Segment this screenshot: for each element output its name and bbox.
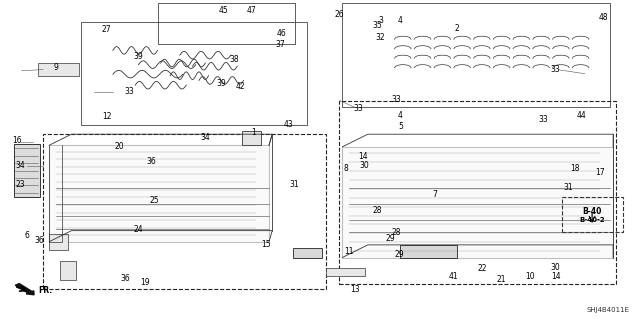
Text: 1: 1 [251, 128, 255, 137]
Text: 42: 42 [236, 82, 245, 91]
Text: 44: 44 [577, 111, 586, 120]
Text: 8: 8 [343, 165, 348, 174]
Text: 7: 7 [432, 190, 437, 199]
Text: 14: 14 [551, 272, 561, 281]
Bar [342, 3, 610, 107]
Text: 30: 30 [551, 263, 561, 271]
Text: 34: 34 [15, 161, 26, 170]
Text: 34: 34 [200, 133, 210, 142]
Text: 19: 19 [140, 278, 150, 287]
Text: 15: 15 [261, 241, 271, 249]
Text: 29: 29 [385, 234, 395, 243]
Text: 31: 31 [290, 180, 300, 189]
Text: 20: 20 [115, 142, 124, 151]
Text: B-40-2: B-40-2 [579, 217, 605, 223]
Text: 28: 28 [372, 206, 382, 215]
Text: 45: 45 [218, 6, 228, 15]
Text: 27: 27 [102, 25, 111, 34]
Text: 33: 33 [538, 115, 548, 124]
Text: 43: 43 [284, 120, 293, 129]
Text: 2: 2 [454, 24, 460, 33]
Text: 6: 6 [24, 231, 29, 240]
Text: 30: 30 [360, 161, 369, 170]
Bar [243, 131, 261, 145]
Text: 10: 10 [525, 272, 535, 281]
Text: 39: 39 [216, 79, 226, 88]
Bar [399, 245, 457, 257]
Text: 11: 11 [344, 247, 353, 256]
Bar [60, 261, 76, 280]
Text: 4: 4 [397, 111, 402, 120]
Bar [49, 234, 68, 250]
Bar [342, 147, 613, 257]
Text: 29: 29 [395, 250, 404, 259]
Text: 28: 28 [392, 228, 401, 237]
Text: 13: 13 [350, 285, 360, 294]
Text: 9: 9 [53, 63, 58, 72]
Text: 22: 22 [477, 264, 487, 273]
Text: 33: 33 [353, 104, 363, 113]
Bar [43, 134, 326, 289]
Text: 17: 17 [596, 168, 605, 177]
Text: 3: 3 [378, 16, 383, 25]
Text: 16: 16 [13, 136, 22, 145]
Text: FR.: FR. [38, 286, 52, 295]
Text: 26: 26 [334, 10, 344, 19]
Bar [14, 144, 40, 197]
Text: 35: 35 [372, 21, 382, 30]
Bar [562, 197, 623, 232]
Text: 48: 48 [599, 13, 609, 22]
Text: 31: 31 [564, 183, 573, 192]
Text: 36: 36 [35, 236, 45, 245]
FancyArrow shape [15, 284, 34, 295]
Bar [81, 22, 307, 125]
Text: 21: 21 [497, 275, 506, 284]
Text: 36: 36 [121, 274, 131, 283]
Text: 24: 24 [134, 225, 143, 234]
Text: 37: 37 [276, 40, 285, 48]
Text: 32: 32 [376, 33, 385, 42]
Text: 12: 12 [102, 112, 111, 121]
Text: 36: 36 [147, 157, 156, 166]
Bar [326, 268, 365, 276]
Text: 33: 33 [124, 87, 134, 96]
Bar [339, 101, 616, 285]
Text: 23: 23 [16, 180, 26, 189]
Text: 14: 14 [358, 152, 368, 161]
Text: SHJ4B4011E: SHJ4B4011E [586, 307, 629, 313]
Text: 18: 18 [570, 165, 580, 174]
Bar [293, 248, 321, 257]
Bar [157, 3, 294, 44]
Text: B-40: B-40 [582, 207, 602, 216]
Text: 47: 47 [247, 6, 257, 15]
Text: 5: 5 [399, 122, 403, 131]
Text: 38: 38 [229, 56, 239, 64]
Text: 41: 41 [449, 272, 459, 281]
Text: 25: 25 [150, 196, 159, 205]
Bar [38, 63, 79, 76]
Bar [49, 145, 269, 242]
Text: 46: 46 [277, 28, 287, 38]
Text: 33: 33 [551, 65, 561, 74]
Text: 39: 39 [134, 52, 143, 61]
Text: 33: 33 [392, 95, 401, 104]
Text: 4: 4 [397, 16, 402, 25]
